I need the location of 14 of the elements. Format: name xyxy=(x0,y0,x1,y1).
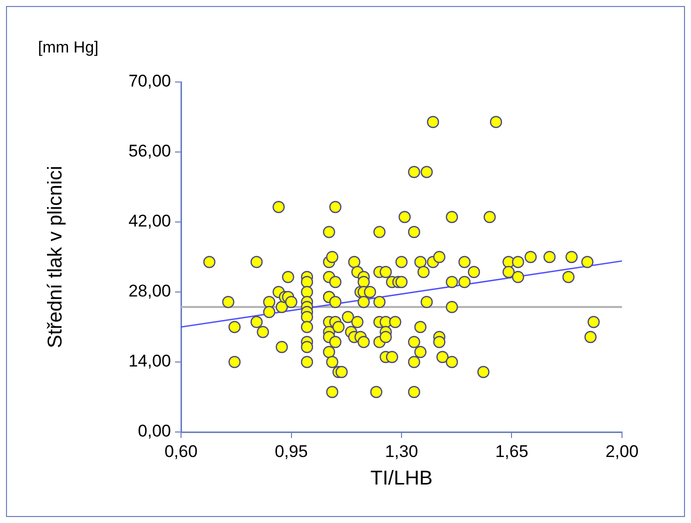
x-tick-label: 0,60 xyxy=(164,442,198,461)
y-tick-label: 42,00 xyxy=(128,212,171,231)
y-tick-label: 14,00 xyxy=(128,352,171,371)
x-tick-label: 0,95 xyxy=(274,442,308,461)
y-axis-title: Střední tlak v plicnici xyxy=(44,166,67,348)
x-tick-label: 1,30 xyxy=(384,442,418,461)
y-tick-label: 56,00 xyxy=(128,142,171,161)
y-tick-label: 28,00 xyxy=(128,282,171,301)
x-tick-label: 2,00 xyxy=(605,442,639,461)
y-tick-label: 0,00 xyxy=(138,422,171,441)
x-axis-title: TI/LHB xyxy=(370,468,433,490)
y-tick-label: 70,00 xyxy=(128,72,171,91)
text: [mm Hg] xyxy=(38,39,98,56)
x-tick-label: 1,65 xyxy=(495,442,528,461)
